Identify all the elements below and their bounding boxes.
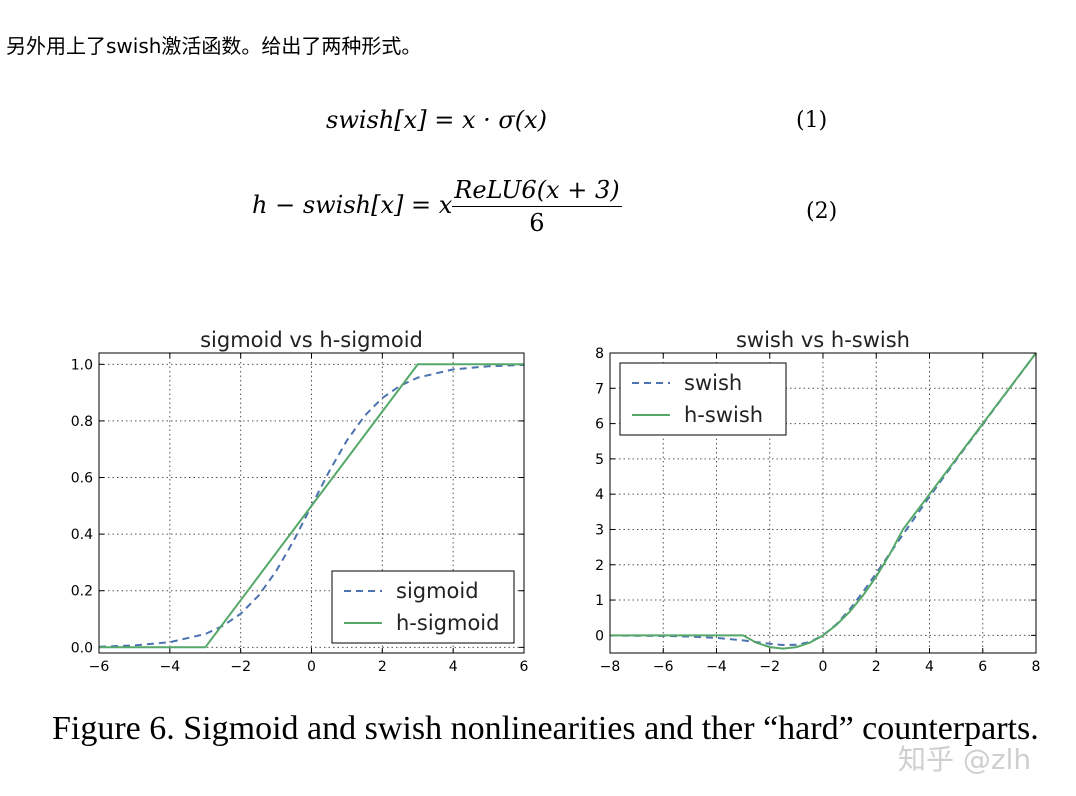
chart-title: sigmoid vs h-sigmoid — [200, 328, 423, 352]
x-tick-label: −4 — [160, 659, 181, 675]
x-tick-label: 2 — [378, 659, 387, 675]
y-tick-label: 0.0 — [71, 640, 93, 656]
y-tick-label: 8 — [595, 346, 604, 362]
x-tick-label: −6 — [89, 659, 110, 675]
equation-2-denominator: 6 — [529, 209, 545, 237]
equation-2-number: (2) — [806, 199, 838, 224]
y-tick-label: 1.0 — [71, 357, 93, 373]
legend-label: h-swish — [684, 403, 763, 427]
equation-2-prefix: h − swish[x] = x — [252, 191, 453, 219]
x-tick-label: 8 — [1032, 659, 1041, 675]
legend-label: swish — [684, 371, 742, 395]
x-tick-label: 6 — [520, 659, 529, 675]
y-tick-label: 6 — [595, 417, 604, 433]
x-tick-label: −8 — [600, 659, 621, 675]
legend: sigmoid h-sigmoid — [331, 570, 515, 644]
plot-frame — [98, 352, 525, 654]
series-line-h-swish — [610, 352, 1037, 650]
equation-2: h − swish[x] = x ReLU6(x + 3) 6 — [252, 176, 622, 237]
series-line-swish — [609, 352, 1037, 647]
legend: swish h-swish — [619, 362, 787, 436]
equation-2-numerator: ReLU6(x + 3) — [452, 176, 622, 207]
x-tick-label: 4 — [925, 659, 934, 675]
y-tick-label: 1 — [595, 593, 604, 609]
swish-chart: swish vs h-swish −8 −6 −4 −2 0 2 4 6 8 0 1 2 3 4 5 6 7 8 sw… — [595, 328, 1041, 675]
legend-box — [619, 362, 787, 436]
x-tick-label: −6 — [653, 659, 674, 675]
x-tick-label: −2 — [230, 659, 251, 675]
equation-1-number: (1) — [796, 108, 828, 133]
x-tick-label: 6 — [978, 659, 987, 675]
y-tick-label: 7 — [595, 381, 604, 397]
y-tick-label: 0.2 — [71, 584, 93, 600]
equation-2-fraction: ReLU6(x + 3) 6 — [452, 176, 622, 237]
intro-text: 另外用上了swish激活函数。给出了两种形式。 — [6, 34, 422, 58]
equation-1-text: swish[x] = x · σ(x) — [326, 106, 548, 134]
y-tick-label: 5 — [595, 452, 604, 468]
x-tick-label: 2 — [872, 659, 881, 675]
figure-caption: Figure 6. Sigmoid and swish nonlineariti… — [52, 710, 1039, 747]
plot-frame — [609, 352, 1037, 654]
y-tick-label: 0.8 — [71, 414, 93, 430]
series-line-h-sigmoid — [99, 363, 524, 649]
legend-box — [331, 570, 515, 644]
x-tick-label: 0 — [307, 659, 316, 675]
grid-lines — [99, 353, 524, 653]
watermark: 知乎 @zlh — [898, 743, 1032, 776]
legend-label: h-sigmoid — [396, 611, 499, 635]
x-tick-label: −2 — [759, 659, 780, 675]
y-tick-label: 0.6 — [71, 471, 93, 487]
x-tick-label: −4 — [706, 659, 727, 675]
equation-1: swish[x] = x · σ(x) — [326, 106, 547, 134]
y-tick-label: 4 — [595, 487, 604, 503]
chart-title: swish vs h-swish — [736, 328, 910, 352]
x-tick-label: 0 — [819, 659, 828, 675]
y-tick-label: 0 — [595, 628, 604, 644]
y-tick-label: 2 — [595, 558, 604, 574]
y-tick-label: 0.4 — [71, 527, 93, 543]
legend-label: sigmoid — [396, 579, 479, 603]
y-tick-label: 3 — [595, 522, 604, 538]
x-tick-label: 4 — [449, 659, 458, 675]
sigmoid-chart: sigmoid vs h-sigmoid −6 −4 −2 0 2 4 6 0.0 0.2 0.4 0… — [71, 328, 529, 675]
